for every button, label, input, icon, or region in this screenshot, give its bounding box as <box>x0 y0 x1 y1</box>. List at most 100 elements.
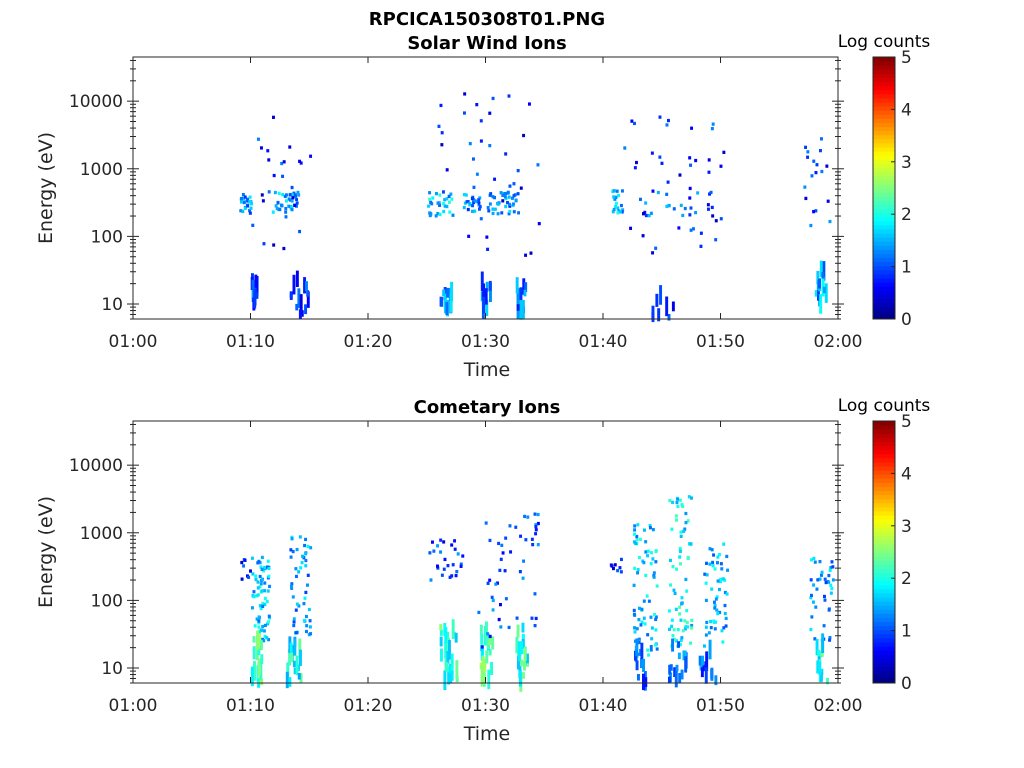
count-cell <box>819 650 822 658</box>
count-cell <box>814 605 818 609</box>
count-cell <box>726 568 730 572</box>
count-cell <box>486 581 490 585</box>
count-cell <box>468 142 472 146</box>
count-cell <box>295 547 299 552</box>
count-cell <box>650 551 653 555</box>
count-cell <box>680 503 684 507</box>
count-cell <box>290 208 294 212</box>
count-cell <box>523 514 527 519</box>
count-cell <box>263 581 267 585</box>
count-cell <box>251 279 255 290</box>
count-cell <box>649 526 652 530</box>
count-cell <box>632 583 636 587</box>
colorbar-tick-label: 2 <box>901 569 912 589</box>
count-cell <box>667 204 671 208</box>
count-cell <box>721 640 725 644</box>
count-cell <box>477 198 481 202</box>
count-cell <box>291 196 295 200</box>
count-cell <box>816 271 820 285</box>
count-cell <box>639 623 643 627</box>
x-tick-label: 01:20 <box>344 696 393 716</box>
count-cell <box>497 617 501 622</box>
count-cell <box>508 202 512 207</box>
count-cell <box>509 550 513 554</box>
count-cell <box>534 528 538 532</box>
count-cell <box>690 126 694 130</box>
count-cell <box>637 618 641 622</box>
count-cell <box>818 560 822 564</box>
count-cell <box>676 504 680 509</box>
count-cell <box>826 677 829 685</box>
count-cell <box>521 622 525 633</box>
count-cell <box>293 660 296 668</box>
count-cell <box>242 200 246 205</box>
count-cell <box>242 564 246 568</box>
y-tick-label: 1000 <box>80 160 123 180</box>
count-cell <box>680 669 684 680</box>
count-cell <box>515 636 519 654</box>
count-cell <box>517 656 520 670</box>
y-tick-label: 10000 <box>69 456 123 476</box>
count-cell <box>633 566 637 570</box>
count-cell <box>428 212 432 216</box>
count-cell <box>524 253 528 257</box>
count-cell <box>280 161 284 166</box>
cometary-ions-x-label: Time <box>463 723 511 745</box>
count-cell <box>481 648 484 656</box>
count-cell <box>714 675 718 686</box>
count-cell <box>293 639 297 656</box>
count-cell <box>262 629 266 633</box>
count-cell <box>677 641 681 648</box>
count-cell <box>284 210 288 214</box>
count-cell <box>304 304 308 315</box>
count-cell <box>248 200 252 204</box>
count-cell <box>439 624 443 631</box>
count-cell <box>306 573 310 577</box>
count-cell <box>290 584 293 588</box>
count-cell <box>488 144 492 148</box>
count-cell <box>490 595 494 599</box>
x-tick-label: 01:00 <box>109 332 158 352</box>
count-cell <box>466 207 470 212</box>
count-cell <box>822 261 826 281</box>
count-cell <box>674 671 678 688</box>
count-cell <box>453 539 457 543</box>
count-cell <box>473 199 477 203</box>
count-cell <box>704 625 708 629</box>
count-cell <box>668 627 671 631</box>
count-cell <box>665 296 669 317</box>
count-cell <box>678 547 682 551</box>
count-cell <box>450 670 454 681</box>
count-cell <box>816 660 820 674</box>
count-cell <box>677 226 681 230</box>
count-cell <box>522 672 525 679</box>
count-cell <box>617 194 621 198</box>
count-cell <box>436 564 439 568</box>
count-cell <box>614 201 618 205</box>
count-cell <box>292 620 296 624</box>
count-cell <box>810 558 813 562</box>
count-cell <box>267 620 271 624</box>
count-cell <box>517 641 521 662</box>
count-cell <box>256 561 260 565</box>
count-cell <box>295 204 298 208</box>
count-cell <box>431 540 434 544</box>
count-cell <box>290 185 294 190</box>
count-cell <box>241 209 245 214</box>
count-cell <box>650 151 654 155</box>
count-cell <box>491 207 495 211</box>
count-cell <box>297 570 301 574</box>
count-cell <box>507 94 511 98</box>
count-cell <box>493 196 497 200</box>
count-cell <box>657 308 661 322</box>
count-cell <box>516 304 520 311</box>
count-cell <box>620 210 624 214</box>
colorbar-tick-label: 1 <box>901 622 912 642</box>
count-cell <box>252 646 256 660</box>
count-cell <box>254 577 258 582</box>
count-cell <box>679 530 683 534</box>
count-cell <box>475 103 479 107</box>
count-cell <box>301 554 305 558</box>
count-cell <box>499 625 503 629</box>
count-cell <box>302 602 306 606</box>
